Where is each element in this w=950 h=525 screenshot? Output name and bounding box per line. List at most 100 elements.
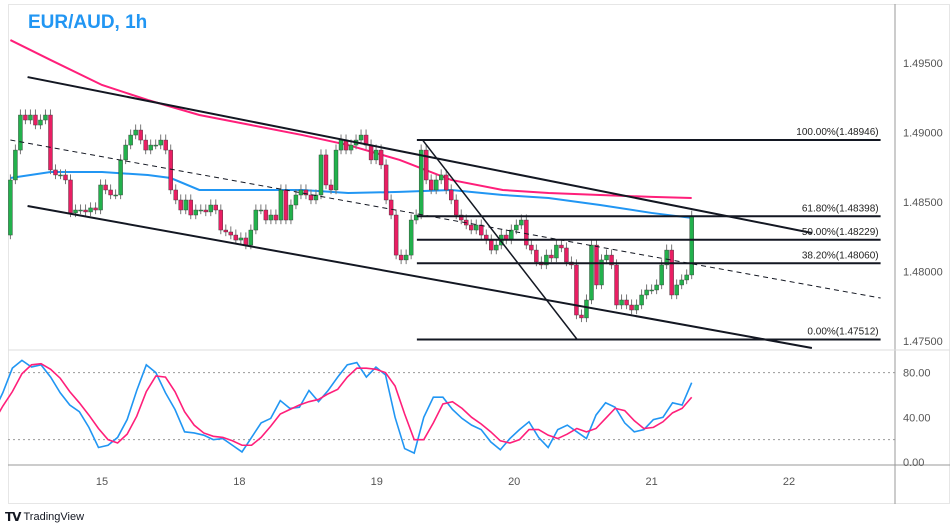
candle-body bbox=[328, 184, 334, 191]
candle bbox=[564, 242, 569, 267]
candle bbox=[83, 204, 88, 217]
candle-body bbox=[53, 169, 58, 176]
candle bbox=[378, 144, 384, 170]
candle bbox=[363, 129, 369, 150]
candle bbox=[659, 259, 664, 290]
candle-body bbox=[258, 209, 264, 212]
channel-upper-line bbox=[27, 76, 813, 234]
price-tick-label: 1.49000 bbox=[903, 128, 943, 140]
candle bbox=[684, 269, 689, 285]
stoch-k-line bbox=[0, 359, 693, 455]
candle-body bbox=[554, 244, 559, 259]
candle bbox=[253, 204, 259, 235]
candle-body bbox=[604, 254, 609, 261]
candle bbox=[484, 229, 489, 245]
candle bbox=[504, 229, 509, 245]
candle bbox=[78, 204, 83, 215]
candle-body bbox=[303, 189, 309, 196]
candle bbox=[368, 139, 374, 165]
candle-body bbox=[413, 214, 419, 221]
candle-body bbox=[439, 174, 444, 181]
candle-body bbox=[233, 234, 239, 241]
candle bbox=[13, 144, 18, 185]
candle-body bbox=[298, 189, 304, 196]
moving-average-blue-line bbox=[10, 171, 692, 219]
candle-body bbox=[338, 139, 344, 151]
candle bbox=[529, 239, 534, 255]
candle-body bbox=[644, 289, 649, 296]
tradingview-logo-mark: 𝗧𝗩 bbox=[5, 510, 22, 524]
candle bbox=[28, 109, 33, 125]
candle-body bbox=[509, 229, 514, 241]
candle-body bbox=[23, 114, 28, 121]
candle-body bbox=[253, 209, 259, 231]
candle-body bbox=[373, 149, 379, 161]
candle bbox=[403, 249, 409, 265]
candle bbox=[614, 259, 619, 310]
candle-body bbox=[564, 247, 569, 263]
candle bbox=[53, 164, 58, 180]
time-tick-label: 15 bbox=[96, 476, 108, 488]
candle-body bbox=[143, 139, 148, 151]
candle-body bbox=[178, 199, 183, 211]
candle-body bbox=[659, 264, 664, 286]
tradingview-logo[interactable]: 𝗧𝗩 TradingView bbox=[5, 510, 84, 524]
candle-body bbox=[68, 179, 73, 214]
candle-body bbox=[203, 209, 208, 213]
candle-body bbox=[444, 174, 449, 191]
candle-body bbox=[428, 179, 434, 191]
candle-body bbox=[358, 134, 364, 141]
candle-body bbox=[73, 209, 78, 214]
candle bbox=[188, 194, 193, 220]
channel-mid-dashed-line bbox=[10, 139, 881, 299]
chart-canvas[interactable]: 1.49500 1.49000 1.48500 1.48000 1.47500 80.00… bbox=[0, 0, 950, 505]
candle bbox=[544, 249, 549, 270]
candle-body bbox=[393, 214, 399, 256]
candle bbox=[413, 209, 419, 225]
candle-body bbox=[323, 154, 329, 186]
candle bbox=[123, 139, 128, 165]
stoch-tick-label: 40.00 bbox=[903, 412, 931, 424]
candle-body bbox=[454, 199, 459, 216]
candle bbox=[474, 219, 479, 235]
candle bbox=[594, 239, 599, 290]
candle bbox=[338, 134, 344, 155]
candle-body bbox=[664, 249, 669, 266]
candle bbox=[48, 109, 53, 175]
candle bbox=[423, 144, 429, 185]
candle bbox=[138, 124, 143, 145]
candle bbox=[233, 229, 239, 245]
stoch-d-line bbox=[0, 362, 693, 447]
candle bbox=[23, 109, 28, 125]
candle bbox=[293, 189, 299, 210]
candle bbox=[238, 232, 244, 245]
candle-body bbox=[534, 249, 539, 263]
candle bbox=[148, 139, 153, 155]
candle bbox=[8, 174, 13, 240]
candle-body bbox=[348, 144, 354, 151]
candle bbox=[223, 224, 229, 237]
candle-body bbox=[524, 219, 529, 246]
candle bbox=[629, 299, 634, 315]
candle bbox=[584, 294, 589, 323]
candle bbox=[373, 144, 379, 165]
candle-body bbox=[383, 164, 389, 201]
candle bbox=[88, 202, 93, 217]
candle-body bbox=[273, 214, 279, 221]
candle bbox=[428, 174, 434, 195]
time-tick-label: 21 bbox=[645, 476, 657, 488]
candle bbox=[113, 189, 118, 200]
candle-body bbox=[489, 239, 494, 251]
candle-body bbox=[559, 244, 564, 249]
candle bbox=[313, 189, 319, 205]
candle-body bbox=[58, 174, 63, 177]
candle-body bbox=[474, 224, 479, 231]
candle bbox=[449, 184, 454, 205]
candle bbox=[288, 199, 294, 225]
candle-body bbox=[88, 207, 93, 213]
candle bbox=[143, 134, 148, 155]
candle-body bbox=[293, 194, 299, 206]
fib-level-label: 0.00%(1.47512) bbox=[807, 326, 878, 337]
candle bbox=[318, 149, 324, 200]
candle-body bbox=[529, 244, 534, 251]
